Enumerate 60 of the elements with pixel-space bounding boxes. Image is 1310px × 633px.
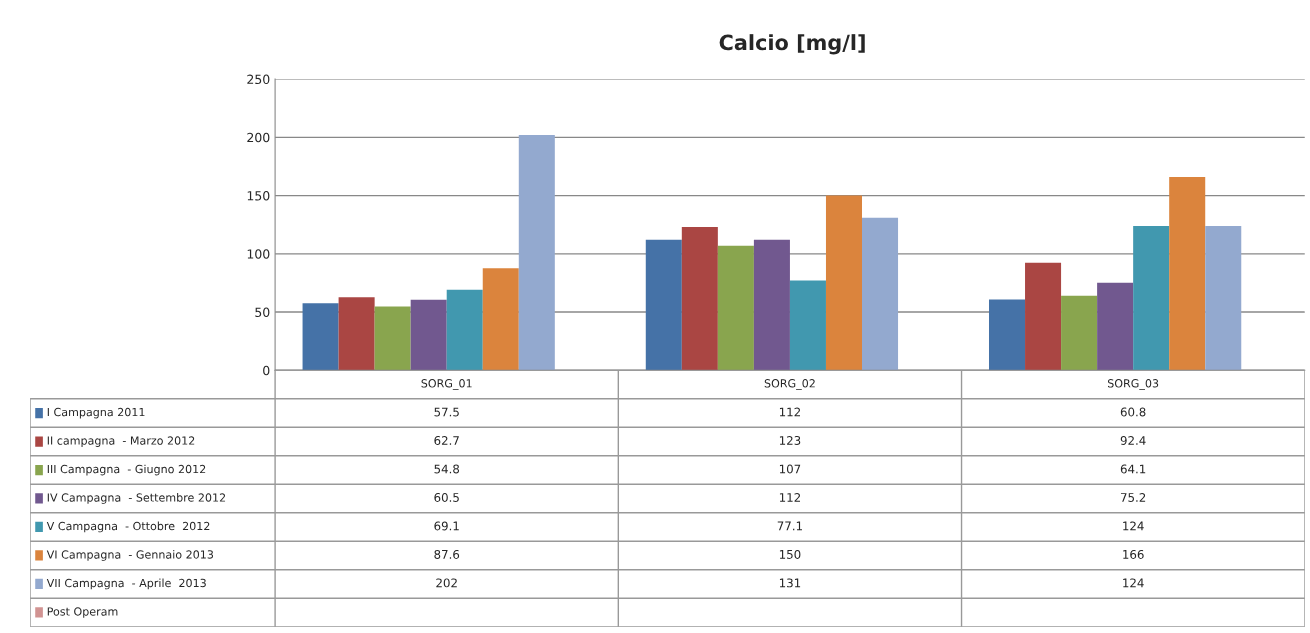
- bar: [374, 306, 411, 371]
- data-label: 112: [779, 407, 801, 417]
- data-label: 92.4: [1120, 436, 1146, 445]
- bar: [989, 299, 1026, 371]
- bar: [518, 135, 555, 371]
- bar: [645, 239, 682, 371]
- data-label: 64.1: [1120, 464, 1146, 474]
- y-tick-label: 150: [247, 191, 270, 201]
- data-label: 60.5: [434, 492, 459, 502]
- y-tick-label: 50: [255, 307, 270, 317]
- x-tick-label: SORG_01: [421, 379, 472, 390]
- legend-label: III Campagna - Giugno 2012: [47, 464, 206, 476]
- x-tick-label: SORG_02: [764, 379, 815, 390]
- bar: [862, 217, 899, 371]
- legend-label: Post Operam: [47, 607, 118, 618]
- data-label: 150: [779, 549, 801, 559]
- data-label: 123: [779, 436, 801, 445]
- data-label: 124: [1123, 578, 1144, 588]
- data-label: 124: [1123, 521, 1144, 531]
- data-label: 75.2: [1120, 492, 1146, 502]
- data-label: 57.5: [434, 407, 459, 417]
- bar: [1025, 262, 1062, 371]
- bar: [446, 289, 483, 371]
- bar: [789, 280, 826, 371]
- bar: [825, 195, 863, 371]
- bar: [717, 245, 754, 371]
- bar: [753, 239, 790, 371]
- data-label: 54.8: [434, 464, 460, 474]
- bar: [1169, 176, 1206, 371]
- bar: [482, 268, 519, 371]
- bar: [302, 303, 339, 371]
- legend-label: V Campagna - Ottobre 2012: [46, 521, 210, 533]
- legend-label: I Campagna 2011: [47, 407, 145, 419]
- legend-label: II campagna - Marzo 2012: [47, 436, 195, 447]
- data-label: 62.7: [434, 436, 459, 445]
- bar: [1097, 282, 1134, 371]
- data-label: 77.1: [777, 521, 802, 531]
- data-label: 87.6: [434, 549, 460, 559]
- y-tick-label: 100: [247, 249, 270, 259]
- data-label: 131: [779, 578, 801, 588]
- data-label: 202: [436, 578, 457, 588]
- x-tick-label: SORG_03: [1107, 379, 1159, 390]
- chart-title: Calcio [mg/l]: [719, 34, 865, 55]
- legend-label: VI Campagna - Gennaio 2013: [46, 550, 214, 561]
- data-label: 60.8: [1120, 407, 1146, 417]
- bar: [1061, 295, 1098, 371]
- bar: [681, 227, 718, 371]
- bar: [338, 297, 375, 371]
- data-label: 166: [1123, 549, 1144, 559]
- legend-label: VII Campagna - Aprile 2013: [46, 578, 206, 590]
- data-label: 69.1: [434, 521, 459, 531]
- y-tick-label: 250: [247, 74, 270, 85]
- y-tick-label: 200: [247, 132, 270, 143]
- data-label: 112: [779, 492, 801, 502]
- bar: [1133, 225, 1170, 371]
- bar: [1205, 225, 1242, 371]
- bar: [410, 299, 447, 371]
- y-tick-label: 0: [263, 365, 270, 376]
- data-label: 107: [779, 464, 801, 474]
- legend-label: IV Campagna - Settembre 2012: [47, 493, 226, 504]
